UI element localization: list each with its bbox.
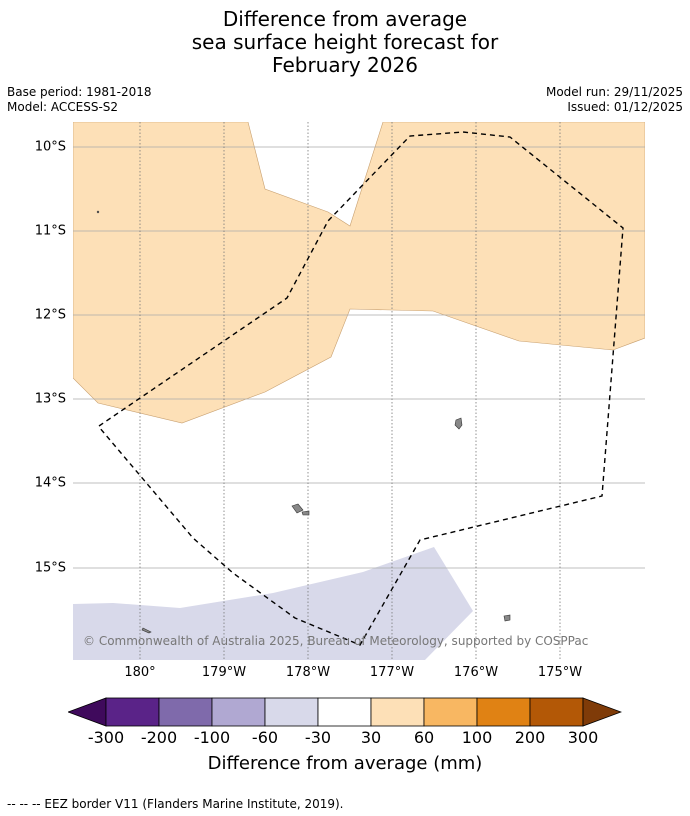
title-line-2: sea surface height forecast for (191, 30, 499, 54)
title-line-1: Difference from average (222, 7, 468, 31)
lat-label-13s: 13°S (34, 391, 66, 407)
colorbar-segment (105, 697, 160, 727)
lon-label-175w: 175°W (537, 665, 583, 680)
copyright-notice: © Commonwealth of Australia 2025, Bureau… (83, 634, 588, 648)
island (141, 627, 152, 634)
base-period: Base period: 1981-2018 (7, 85, 152, 99)
colorbar-segment (370, 697, 425, 727)
lat-label-12s: 12°S (34, 307, 66, 323)
island (291, 503, 304, 514)
colorbar-arrow-high (582, 697, 622, 727)
lon-gridlines (139, 122, 561, 660)
lat-label-14s: 14°S (34, 475, 66, 491)
lat-gridlines (73, 146, 645, 569)
meta-right: Model run: 29/11/2025 Issued: 01/12/2025 (546, 85, 683, 115)
lat-label-15s: 15°S (34, 560, 66, 576)
chart-title: Difference from average sea surface heig… (0, 8, 690, 77)
lon-label-178w: 178°W (285, 665, 331, 680)
issued-date: Issued: 01/12/2025 (567, 100, 683, 114)
island (454, 417, 463, 430)
colorbar (68, 697, 622, 727)
colorbar-tick: -300 (87, 728, 125, 747)
colorbar-tick: 300 (567, 728, 599, 747)
eez-border (98, 131, 624, 646)
colorbar-tick: 30 (360, 728, 382, 747)
colorbar-tick: 60 (413, 728, 435, 747)
meta-left: Base period: 1981-2018 Model: ACCESS-S2 (7, 85, 152, 115)
colorbar-segment (423, 697, 478, 727)
colorbar-label: Difference from average (mm) (207, 753, 483, 774)
colorbar-arrow-low (68, 697, 107, 727)
lon-label-177w: 177°W (369, 665, 415, 680)
title-line-3: February 2026 (272, 53, 418, 77)
colorbar-segment (158, 697, 213, 727)
map-panel: © Commonwealth of Australia 2025, Bureau… (73, 122, 645, 660)
colorbar-tick: 100 (461, 728, 493, 747)
colorbar-segment (317, 697, 372, 727)
colorbar-tick: -30 (304, 728, 332, 747)
islands (96, 210, 511, 634)
island (503, 614, 511, 622)
lon-label-179w: 179°W (201, 665, 247, 680)
island (96, 210, 100, 214)
colorbar-segment (264, 697, 319, 727)
eez-legend: -- -- -- EEZ border V11 (Flanders Marine… (7, 797, 344, 811)
colorbar-segment (529, 697, 584, 727)
negative-anomaly-region (73, 547, 473, 660)
positive-anomaly-region (73, 122, 645, 424)
island (301, 510, 310, 516)
colorbar-tick: -200 (140, 728, 178, 747)
colorbar-tick: 200 (514, 728, 546, 747)
colorbar-tick: -60 (251, 728, 279, 747)
model-name: Model: ACCESS-S2 (7, 100, 119, 114)
colorbar-segment (211, 697, 266, 727)
lon-label-176w: 176°W (453, 665, 499, 680)
lon-label-180: 180° (124, 665, 156, 680)
lat-label-10s: 10°S (34, 139, 66, 155)
model-run: Model run: 29/11/2025 (545, 85, 683, 99)
colorbar-segment (476, 697, 531, 727)
lat-label-11s: 11°S (34, 223, 66, 239)
colorbar-tick: -100 (193, 728, 231, 747)
